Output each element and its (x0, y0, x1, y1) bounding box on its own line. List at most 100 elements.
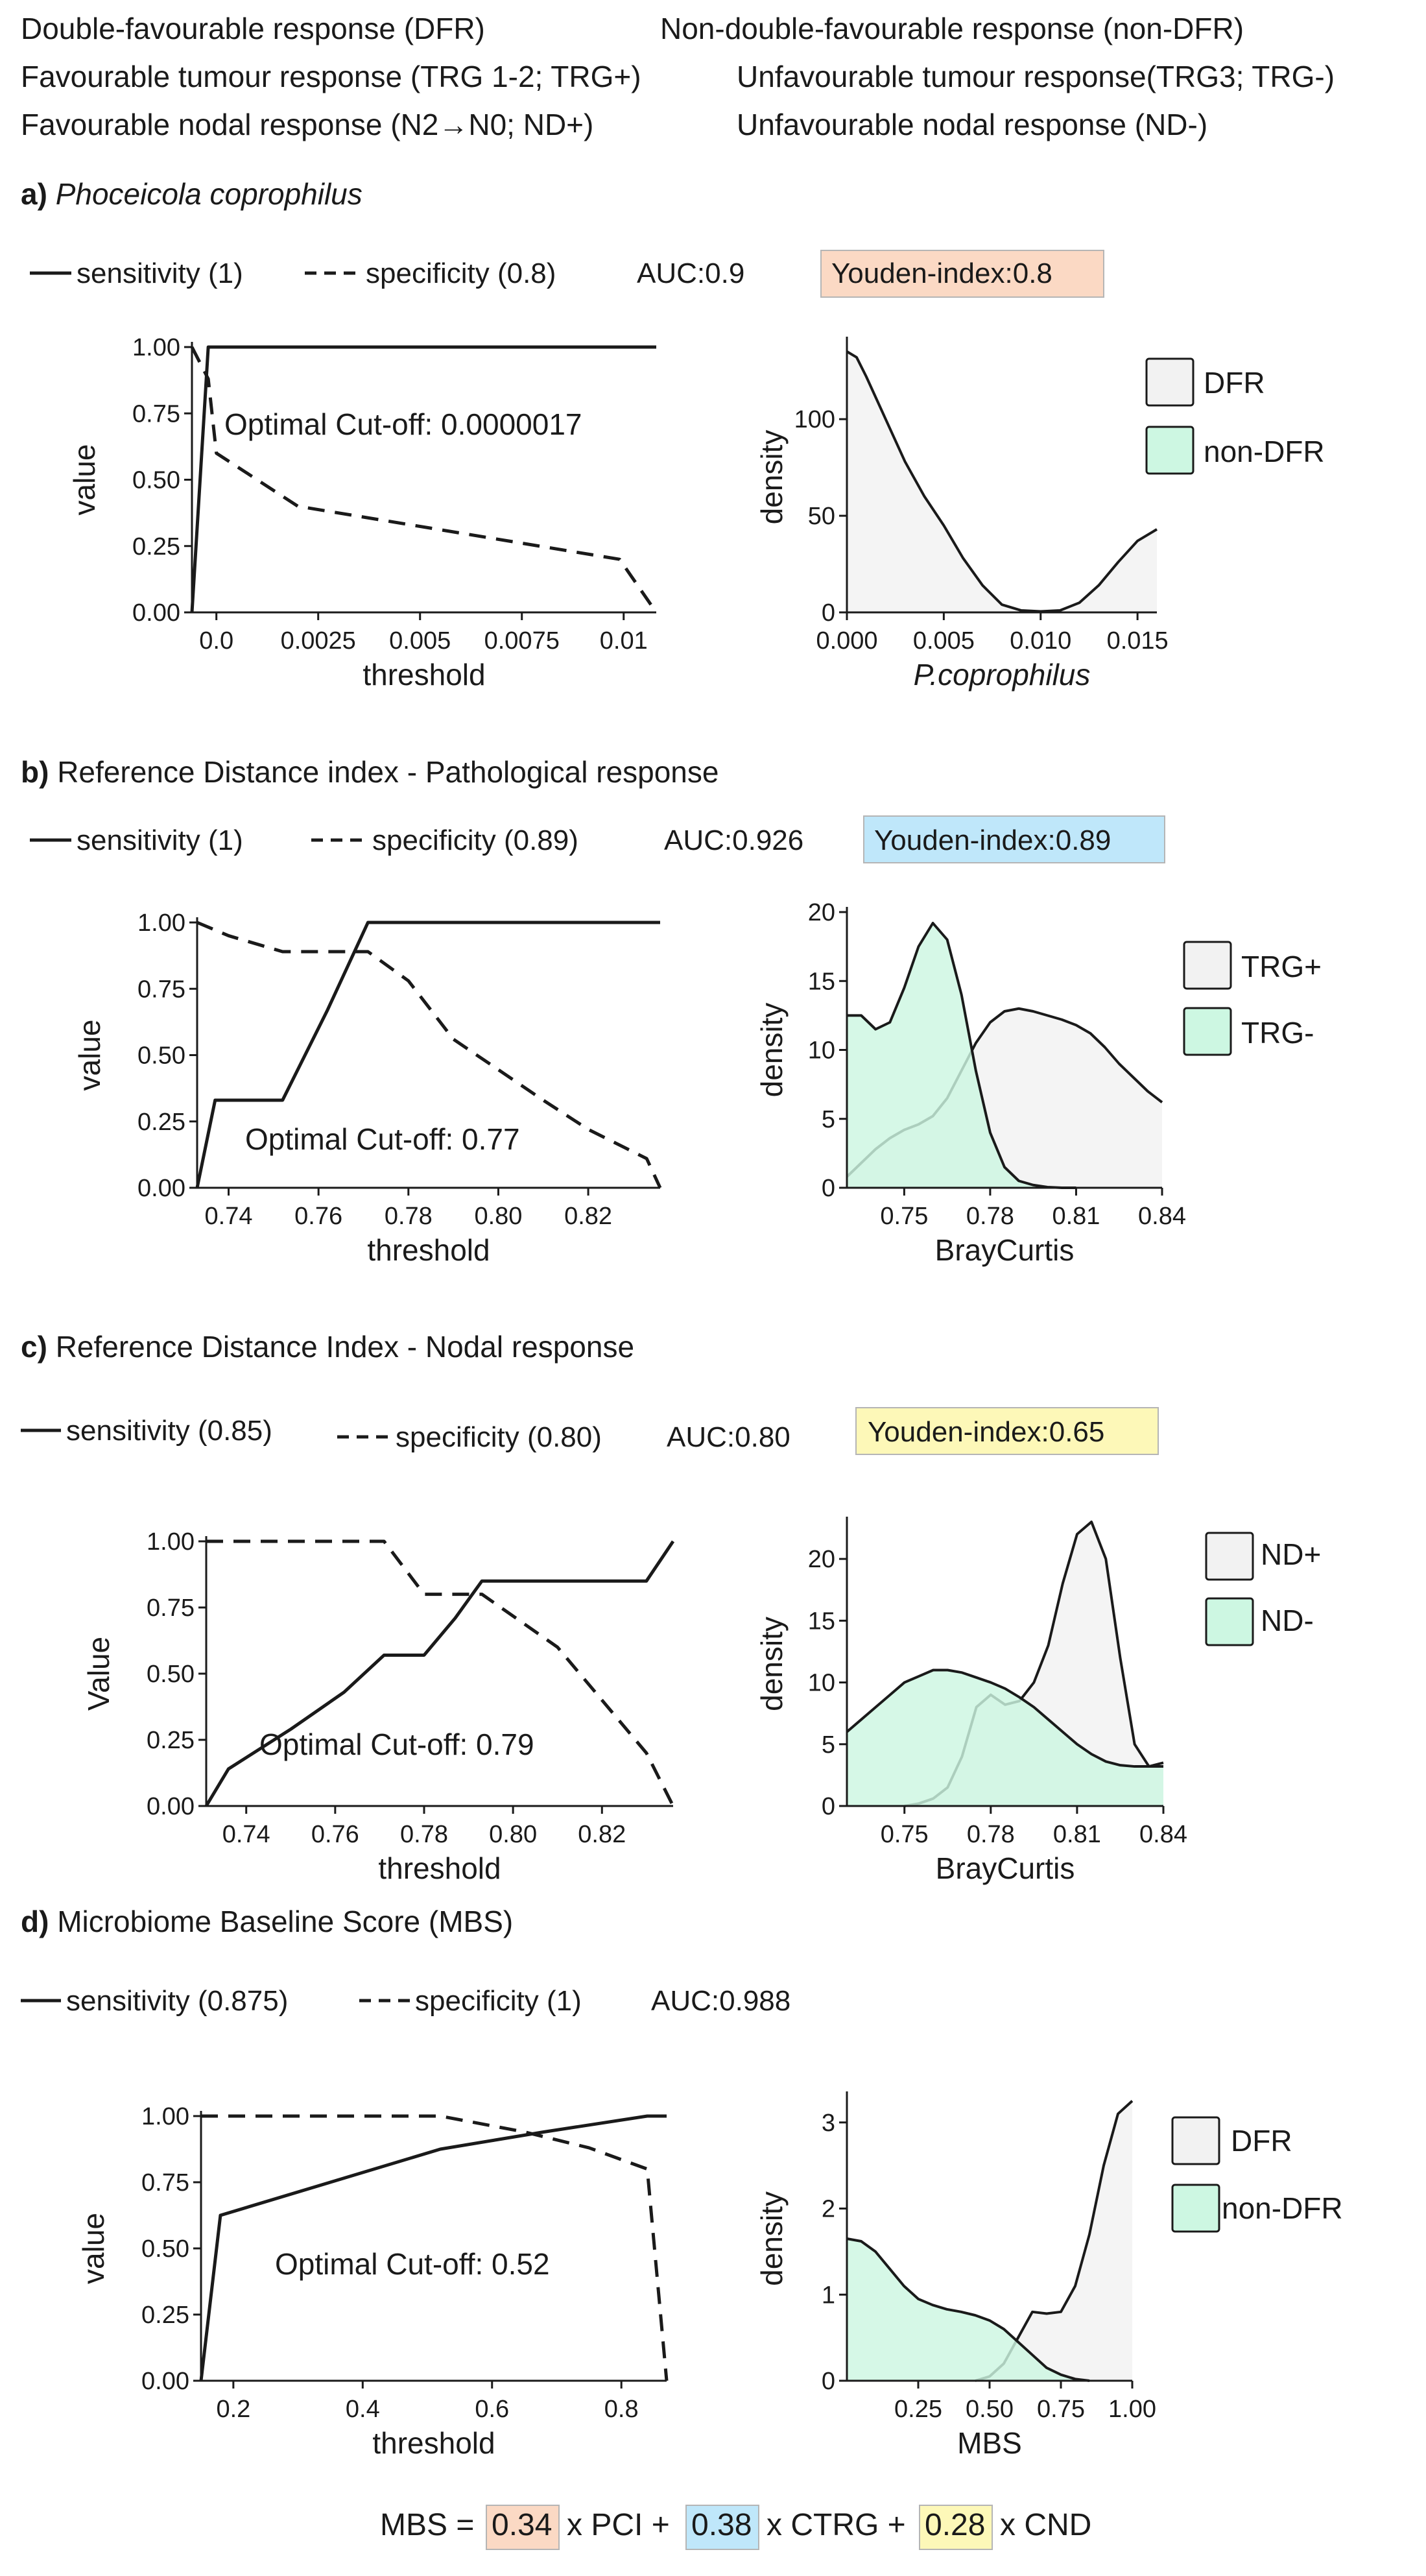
x-axis-label: threshold (362, 658, 485, 692)
x-axis-label: threshold (367, 1233, 490, 1267)
x-tick-label: 0.81 (1053, 1821, 1101, 1848)
x-axis-label: MBS (957, 2426, 1022, 2460)
auc-label: AUC:0.988 (651, 1985, 790, 2017)
header-trg-neg: Unfavourable tumour response(TRG3; TRG-) (737, 60, 1335, 93)
x-tick-label: 0.2 (216, 2396, 250, 2423)
y-tick-label: 15 (808, 1607, 835, 1635)
header-nd-neg: Unfavourable nodal response (ND-) (737, 108, 1207, 141)
density-plot-c: 0.75 0.78 0.81 0.84 0 5 10 15 20 BrayCurtis densit… (755, 1517, 1187, 1885)
y-tick-label: 0.25 (147, 1727, 195, 1754)
y-tick-label: 0.50 (141, 2235, 189, 2263)
sensitivity-label: sensitivity (1) (77, 258, 243, 289)
specificity-label: specificity (1) (415, 1985, 582, 2017)
y-tick-label: 0.25 (132, 533, 180, 560)
x-tick-label: 0.84 (1138, 1203, 1186, 1230)
formula-lhs: MBS = (380, 2508, 474, 2542)
x-tick-label: 0.80 (474, 1203, 522, 1230)
y-tick-label: 0 (822, 599, 835, 627)
sensitivity-line (190, 345, 656, 613)
x-tick-label: 0.78 (385, 1203, 433, 1230)
y-tick-label: 0 (822, 1793, 835, 1820)
y-tick-label: 0.50 (147, 1661, 195, 1688)
x-tick-label: 0.82 (578, 1821, 626, 1848)
formula-term-cnd: x CND (1000, 2508, 1091, 2542)
y-tick-label: 0.75 (137, 976, 185, 1003)
y-tick-label: 5 (822, 1106, 835, 1133)
x-tick-label: 0.75 (881, 1821, 929, 1848)
x-tick-label: 0.015 (1107, 627, 1169, 655)
formula-weight-ctrg: 0.38 (691, 2508, 752, 2542)
density-curve-b (846, 1668, 1163, 1768)
x-tick-label: 0.76 (294, 1203, 342, 1230)
legend-d: DFR non-DFR (1171, 2116, 1343, 2233)
header-definitions: Double-favourable response (DFR) Non-dou… (21, 12, 1335, 141)
legend-swatch-trg-pos (1183, 941, 1232, 990)
density-curve-a (846, 350, 1158, 613)
y-axis-label: value (77, 2213, 110, 2284)
y-tick-label: 0 (822, 1175, 835, 1202)
specificity-label: specificity (0.8) (366, 258, 556, 289)
formula-weight-cnd: 0.28 (925, 2508, 985, 2542)
cutoff-label: Optimal Cut-off: 0.52 (275, 2247, 550, 2281)
mbs-formula: MBS = 0.34 x PCI + 0.38 x CTRG + 0.28 x … (380, 2505, 1091, 2550)
panel-letter: a) (21, 177, 47, 211)
x-axis-label: threshold (372, 2426, 495, 2460)
y-tick-label: 0.50 (137, 1042, 185, 1070)
legend-label-non-dfr: non-DFR (1204, 435, 1325, 468)
y-tick-label: 0.25 (141, 2302, 189, 2329)
roc-plot-b: 0.74 0.76 0.78 0.80 0.82 0.00 0.25 0.50 0.75 1.00… (73, 909, 662, 1267)
x-axis-label: BrayCurtis (936, 1851, 1075, 1885)
panel-letter: c) (21, 1330, 47, 1364)
density-plot-d: 0.25 0.50 0.75 1.00 0 1 2 3 MBS density (755, 2091, 1156, 2460)
x-tick-label: 0.76 (311, 1821, 359, 1848)
y-tick-label: 50 (808, 503, 835, 530)
x-tick-label: 0.8 (604, 2396, 639, 2423)
cutoff-label: Optimal Cut-off: 0.0000017 (224, 407, 582, 441)
panel-title: Reference Distance Index - Nodal respons… (56, 1330, 634, 1364)
weight-box-pci (486, 2505, 560, 2550)
x-tick-label: 0.84 (1139, 1821, 1187, 1848)
y-axis-label: density (755, 2191, 789, 2286)
x-tick-label: 0.005 (913, 627, 975, 655)
density-area-a (975, 2101, 1132, 2381)
formula-weight-pci: 0.34 (492, 2508, 552, 2542)
roc-plot-a: 0.0 0.0025 0.005 0.0075 0.01 0.00 0.25 0.50 0.75… (67, 334, 658, 692)
panel-title: Phoceicola coprophilus (56, 177, 362, 211)
y-tick-label: 100 (794, 406, 835, 433)
panel-letter: d) (21, 1905, 49, 1938)
panel-b-title: b) Reference Distance index - Pathologic… (21, 755, 719, 789)
x-tick-label: 0.01 (600, 627, 648, 655)
x-tick-label: 0.005 (389, 627, 451, 655)
panel-title: Microbiome Baseline Score (MBS) (57, 1905, 513, 1938)
panel-b-metrics: sensitivity (1) specificity (0.89) AUC:0… (30, 815, 1165, 863)
y-tick-label: 20 (808, 1546, 835, 1573)
y-axis-label: density (755, 1003, 789, 1098)
x-tick-label: 0.82 (564, 1203, 612, 1230)
specificity-line (196, 921, 662, 1189)
auc-label: AUC:0.926 (664, 825, 803, 856)
sensitivity-label: sensitivity (0.85) (66, 1415, 272, 1447)
x-tick-label: 0.0075 (484, 627, 560, 655)
legend-swatch-dfr (1171, 2116, 1220, 2165)
youden-badge-bg (863, 815, 1165, 863)
youden-label: Youden-index:0.65 (868, 1416, 1104, 1448)
density-area-b (847, 2239, 1089, 2381)
y-tick-label: 0 (822, 2368, 835, 2395)
y-axis-label: value (67, 444, 101, 516)
x-tick-label: 0.25 (894, 2396, 942, 2423)
formula-term-ctrg: x CTRG + (766, 2508, 906, 2542)
sensitivity-line (204, 1540, 675, 1807)
x-axis-label: P.coprophilus (914, 658, 1091, 692)
cutoff-label: Optimal Cut-off: 0.77 (245, 1122, 520, 1156)
auc-label: AUC:0.80 (667, 1421, 790, 1453)
legend-swatch-nd-pos (1205, 1532, 1254, 1581)
sensitivity-label: sensitivity (1) (77, 825, 243, 856)
x-tick-label: 0.4 (346, 2396, 380, 2423)
sensitivity-label: sensitivity (0.875) (66, 1985, 288, 2017)
y-tick-label: 0.75 (141, 2169, 189, 2197)
density-curve-b (846, 2237, 1090, 2382)
x-tick-label: 0.81 (1052, 1203, 1100, 1230)
y-tick-label: 0.25 (137, 1109, 185, 1136)
y-tick-label: 10 (808, 1037, 835, 1065)
